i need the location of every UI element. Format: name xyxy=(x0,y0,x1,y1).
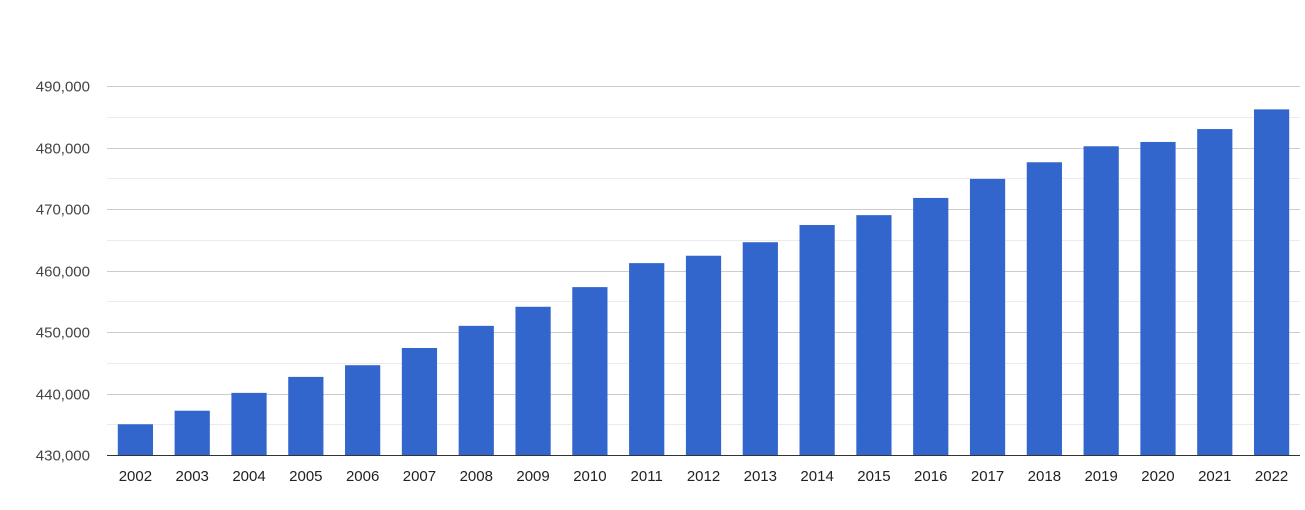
y-axis-tick-labels: 430,000 440,000 450,000 460,000 470,000 480,0… xyxy=(36,79,90,465)
x-tick-label: 2020 xyxy=(1141,468,1174,485)
x-tick-label: 2011 xyxy=(631,468,663,485)
x-tick-label: 2008 xyxy=(460,468,493,485)
x-tick-label: 2012 xyxy=(687,468,720,485)
bar-2002 xyxy=(117,424,154,455)
x-tick-label: 2009 xyxy=(516,468,549,485)
bar-2009 xyxy=(515,306,551,455)
x-axis-tick-labels: 2002 2003 2004 2005 2006 2007 2008 2009 2010 2011… xyxy=(119,468,1289,485)
x-tick-label: 2006 xyxy=(346,468,379,485)
bar-2004 xyxy=(231,392,267,455)
y-tick-label: 430,000 xyxy=(36,448,90,465)
bar-2022 xyxy=(1253,109,1290,456)
bar-2018 xyxy=(1026,162,1062,455)
bar-2008 xyxy=(458,325,494,455)
x-tick-label: 2013 xyxy=(744,468,777,485)
bar-2006 xyxy=(345,365,381,455)
x-tick-label: 2015 xyxy=(857,468,890,485)
x-tick-label: 2021 xyxy=(1198,468,1231,485)
x-tick-label: 2005 xyxy=(289,468,322,485)
bar-2003 xyxy=(174,410,210,455)
bar-2007 xyxy=(401,347,438,455)
bar-2013 xyxy=(742,242,778,455)
bar-2010 xyxy=(572,287,608,455)
bar-2012 xyxy=(685,255,722,455)
x-tick-label: 2019 xyxy=(1084,468,1117,485)
bar-2020 xyxy=(1140,141,1176,455)
x-tick-label: 2007 xyxy=(403,468,436,485)
y-tick-label: 470,000 xyxy=(36,202,90,219)
bar-2014 xyxy=(799,224,835,455)
bar-2011 xyxy=(629,263,665,455)
x-tick-label: 2003 xyxy=(176,468,209,485)
bar-2005 xyxy=(288,376,324,455)
x-tick-label: 2002 xyxy=(119,468,152,485)
bar-2019 xyxy=(1083,146,1119,455)
y-tick-label: 440,000 xyxy=(36,387,90,404)
x-tick-label: 2022 xyxy=(1255,468,1288,485)
x-tick-label: 2014 xyxy=(800,468,833,485)
x-tick-label: 2018 xyxy=(1028,468,1061,485)
bar-2016 xyxy=(913,197,949,455)
x-tick-label: 2016 xyxy=(914,468,947,485)
bar-2015 xyxy=(856,215,892,455)
y-tick-label: 490,000 xyxy=(36,79,90,96)
y-tick-label: 480,000 xyxy=(36,141,90,158)
y-tick-label: 460,000 xyxy=(36,264,90,281)
bars xyxy=(117,109,1290,456)
x-tick-label: 2010 xyxy=(573,468,606,485)
y-tick-label: 450,000 xyxy=(36,325,90,342)
x-tick-label: 2017 xyxy=(971,468,1004,485)
bar-2021 xyxy=(1197,129,1233,456)
bar-2017 xyxy=(969,178,1006,455)
x-tick-label: 2004 xyxy=(232,468,265,485)
